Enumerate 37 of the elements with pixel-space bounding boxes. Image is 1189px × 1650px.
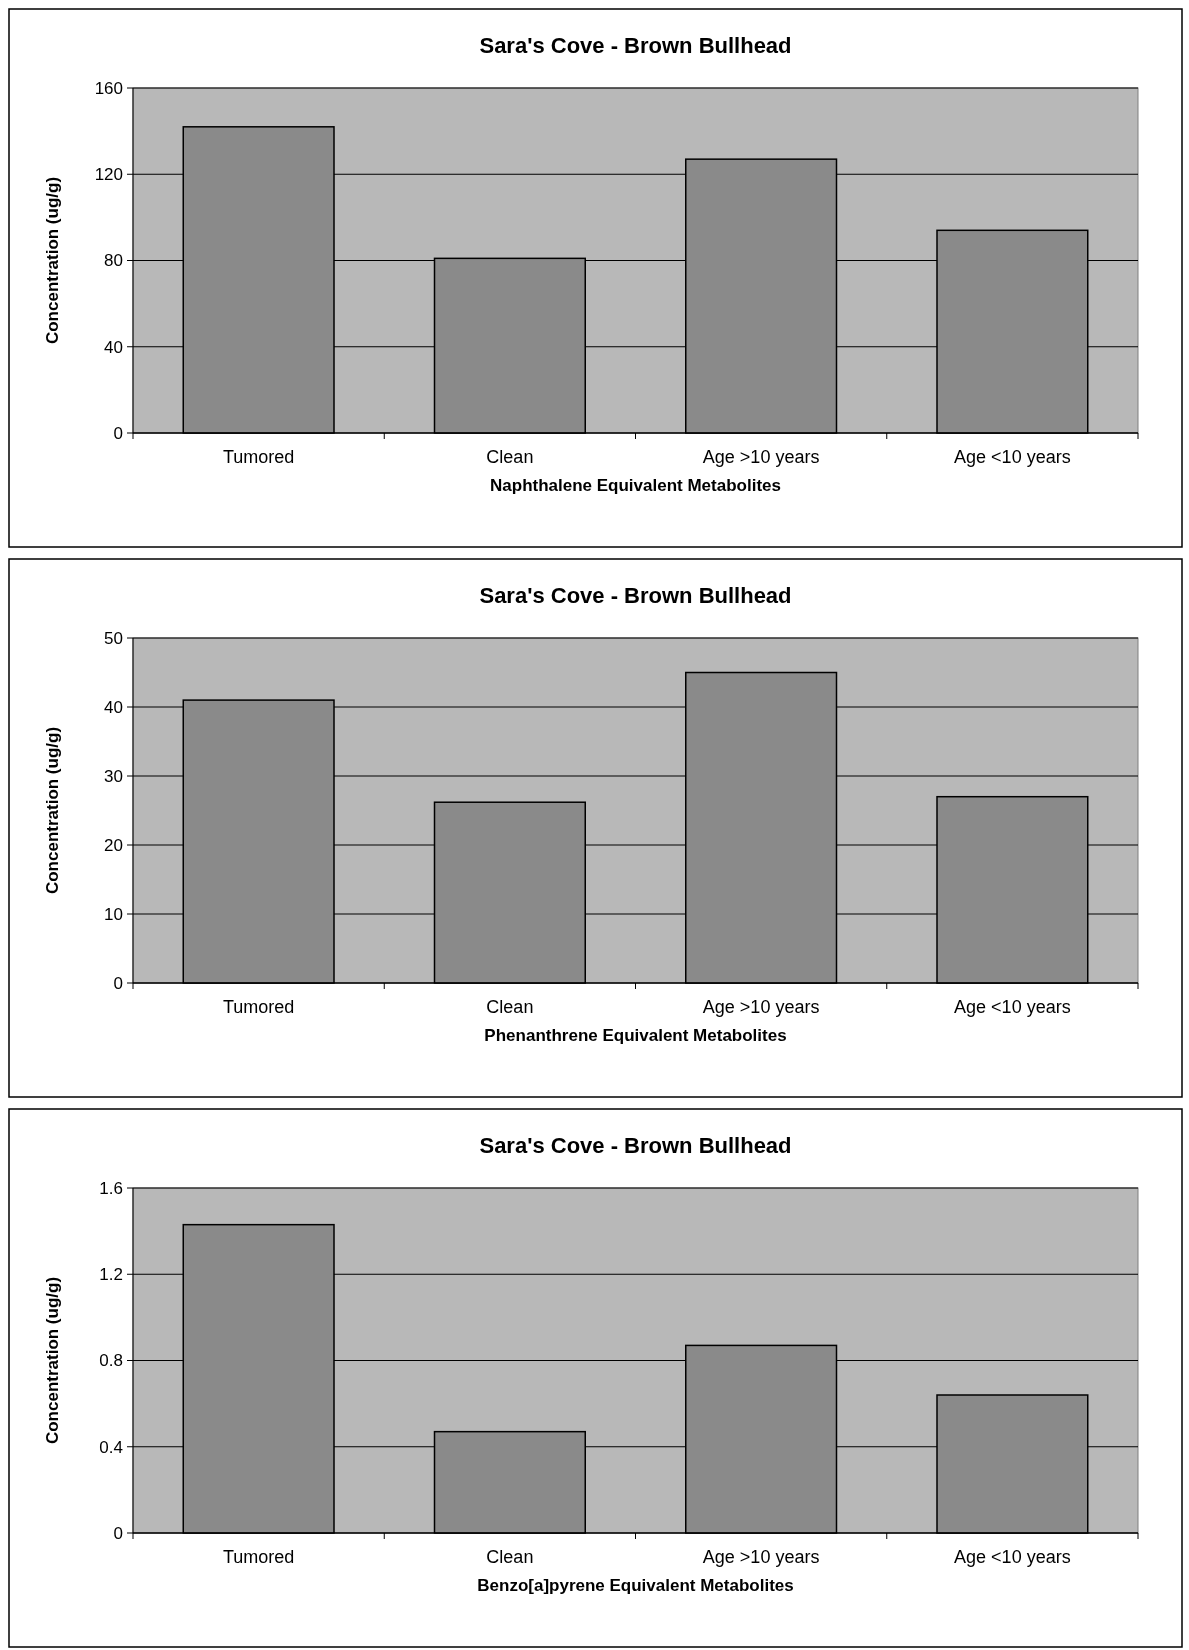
y-axis-title: Concentration (ug/g) xyxy=(43,176,62,345)
x-tick-label: Tumored xyxy=(222,997,295,1017)
x-axis-title: Phenanthrene Equivalent Metabolites xyxy=(484,1026,787,1045)
y-tick-label: 10 xyxy=(104,904,123,924)
x-tick-label: Age <10 years xyxy=(954,997,1071,1017)
x-tick-label: Tumored xyxy=(222,447,295,467)
x-axis-title: Naphthalene Equivalent Metabolites xyxy=(490,476,781,495)
y-tick-label: 0 xyxy=(113,1523,123,1543)
x-tick-label: Tumored xyxy=(222,1547,295,1567)
x-tick-label: Age <10 years xyxy=(954,447,1071,467)
y-tick-label: 50 xyxy=(104,628,123,648)
x-tick-label: Age >10 years xyxy=(702,447,820,467)
y-tick-label: 30 xyxy=(104,766,123,786)
y-axis-title: Concentration (ug/g) xyxy=(43,1276,62,1445)
x-tick-label: Age <10 years xyxy=(954,1547,1071,1567)
y-tick-label: 40 xyxy=(104,337,123,357)
y-tick-label: 1.2 xyxy=(99,1265,123,1285)
y-tick-label: 0.4 xyxy=(99,1437,123,1457)
y-tick-label: 20 xyxy=(104,835,123,855)
x-tick-label: Clean xyxy=(486,997,534,1017)
y-axis-title: Concentration (ug/g) xyxy=(43,726,62,895)
y-tick-label: 0 xyxy=(113,423,123,443)
x-axis-title: Benzo[a]pyrene Equivalent Metabolites xyxy=(477,1576,794,1595)
y-tick-label: 0.8 xyxy=(99,1351,123,1371)
x-tick-label: Clean xyxy=(486,447,534,467)
y-tick-label: 40 xyxy=(104,697,123,717)
y-tick-label: 80 xyxy=(104,251,123,271)
x-tick-label: Age >10 years xyxy=(702,997,820,1017)
x-tick-label: Clean xyxy=(486,1547,534,1567)
chart-title: Sara's Cove - Brown Bullhead xyxy=(479,1133,792,1158)
chart-title: Sara's Cove - Brown Bullhead xyxy=(479,583,792,608)
y-tick-label: 120 xyxy=(94,165,123,185)
y-tick-label: 1.6 xyxy=(99,1178,123,1198)
y-tick-label: 0 xyxy=(113,973,123,993)
x-tick-label: Age >10 years xyxy=(702,1547,820,1567)
y-tick-label: 160 xyxy=(94,78,123,98)
chart-title: Sara's Cove - Brown Bullhead xyxy=(479,33,792,58)
